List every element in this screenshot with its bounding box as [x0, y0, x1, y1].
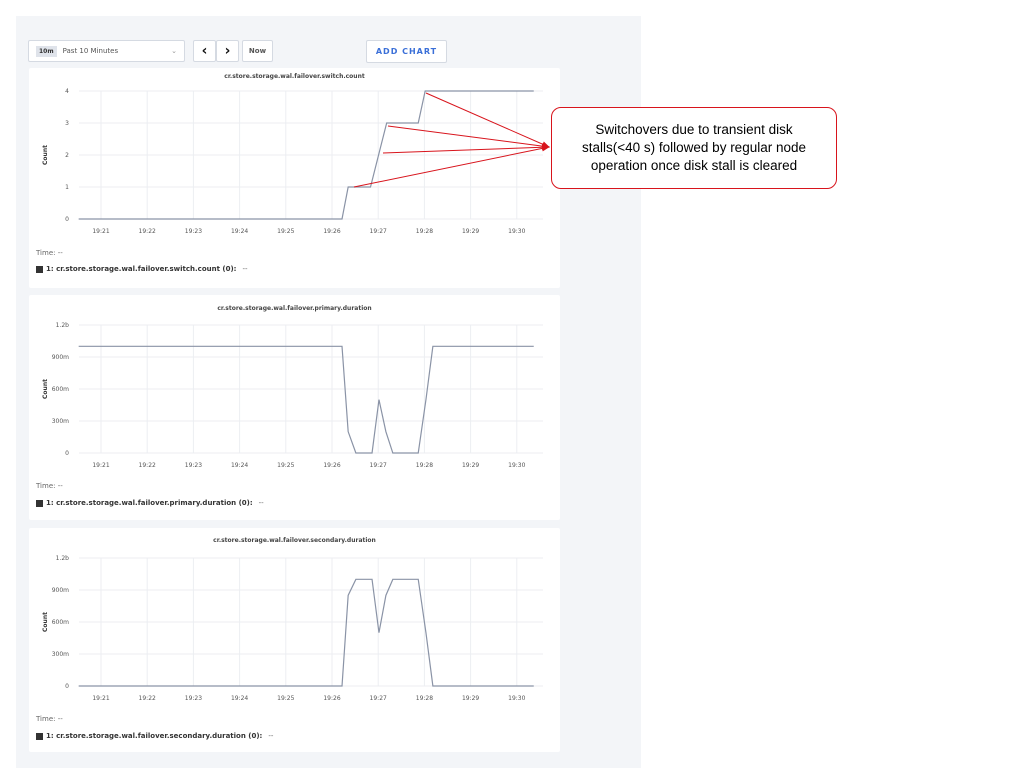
x-tick-label: 19:28: [416, 462, 433, 469]
series-line: [78, 90, 534, 220]
x-tick-label: 19:30: [508, 228, 525, 235]
legend-swatch: [36, 265, 43, 273]
legend-item[interactable]: 1: cr.store.storage.wal.failover.seconda…: [36, 732, 273, 740]
y-tick-label: 600m: [52, 386, 69, 393]
previous-button[interactable]: ‹: [193, 40, 216, 62]
chevron-left-icon: ‹: [201, 43, 208, 59]
x-tick-label: 19:21: [92, 228, 109, 235]
x-tick-label: 19:22: [139, 462, 156, 469]
legend-item[interactable]: 1: cr.store.storage.wal.failover.switch.…: [36, 265, 248, 273]
time-readout: Time: --: [36, 715, 63, 723]
y-tick-label: 900m: [52, 354, 69, 361]
chevron-right-icon: ›: [224, 43, 231, 59]
x-tick-label: 19:24: [231, 228, 248, 235]
chevron-down-icon: ⌄: [171, 47, 177, 55]
x-tick-label: 19:25: [277, 695, 294, 702]
x-tick-label: 19:26: [323, 695, 340, 702]
range-badge: 10m: [36, 45, 57, 57]
y-axis-label: Count: [42, 145, 49, 165]
y-tick-label: 1: [65, 184, 69, 191]
x-tick-label: 19:23: [185, 228, 202, 235]
x-tick-label: 19:21: [92, 695, 109, 702]
chart-title: cr.store.storage.wal.failover.secondary.…: [213, 537, 376, 544]
annotation-arrow: [353, 145, 550, 188]
y-axis-label: Count: [42, 379, 49, 399]
y-tick-label: 0: [65, 450, 69, 457]
annotation-arrow: [387, 125, 550, 150]
time-range-select[interactable]: 10m Past 10 Minutes ⌄: [28, 40, 185, 62]
y-tick-label: 0: [65, 683, 69, 690]
chart-title: cr.store.storage.wal.failover.primary.du…: [217, 305, 372, 312]
x-tick-label: 19:26: [323, 462, 340, 469]
x-tick-label: 19:24: [231, 462, 248, 469]
x-tick-label: 19:28: [416, 695, 433, 702]
time-readout: Time: --: [36, 482, 63, 490]
now-button[interactable]: Now: [242, 40, 273, 62]
chart-plot[interactable]: 0 300m 600m 900m 1.2b 19:21 19:22 19:23 19:24 19:…: [29, 528, 560, 752]
y-tick-label: 600m: [52, 619, 69, 626]
x-tick-label: 19:28: [416, 228, 433, 235]
y-tick-label: 4: [65, 88, 69, 95]
x-tick-label: 19:29: [462, 228, 479, 235]
y-axis-label: Count: [42, 612, 49, 632]
next-button[interactable]: ›: [216, 40, 239, 62]
x-tick-label: 19:27: [370, 228, 387, 235]
x-tick-label: 19:30: [508, 695, 525, 702]
x-tick-label: 19:27: [370, 695, 387, 702]
x-tick-label: 19:24: [231, 695, 248, 702]
y-tick-label: 3: [65, 120, 69, 127]
x-tick-label: 19:22: [139, 228, 156, 235]
annotation-callout: Switchovers due to transient disk stalls…: [551, 107, 837, 189]
y-tick-label: 300m: [52, 418, 69, 425]
range-label: Past 10 Minutes: [62, 47, 119, 55]
annotation-arrow: [382, 144, 550, 154]
legend-swatch: [36, 499, 43, 507]
legend-item[interactable]: 1: cr.store.storage.wal.failover.primary…: [36, 499, 264, 507]
add-chart-button[interactable]: ADD CHART: [366, 40, 447, 63]
legend-swatch: [36, 732, 43, 740]
y-tick-label: 2: [65, 152, 69, 159]
x-tick-label: 19:30: [508, 462, 525, 469]
chart-title: cr.store.storage.wal.failover.switch.cou…: [224, 73, 365, 80]
x-tick-label: 19:21: [92, 462, 109, 469]
x-tick-label: 19:25: [277, 462, 294, 469]
series-line: [78, 578, 534, 687]
x-tick-label: 19:29: [462, 695, 479, 702]
time-readout: Time: --: [36, 249, 63, 257]
x-tick-label: 19:27: [370, 462, 387, 469]
y-tick-label: 1.2b: [56, 555, 70, 562]
x-tick-label: 19:22: [139, 695, 156, 702]
x-tick-label: 19:23: [185, 462, 202, 469]
annotation-arrow: [425, 92, 550, 148]
chart-card-switch-count: cr.store.storage.wal.failover.switch.cou…: [29, 68, 560, 288]
y-tick-label: 0: [65, 216, 69, 223]
y-tick-label: 1.2b: [56, 322, 70, 329]
x-tick-label: 19:29: [462, 462, 479, 469]
x-tick-label: 19:23: [185, 695, 202, 702]
y-tick-label: 900m: [52, 587, 69, 594]
chart-card-primary-duration: cr.store.storage.wal.failover.primary.du…: [29, 295, 560, 520]
y-tick-label: 300m: [52, 651, 69, 658]
chart-plot[interactable]: 0 300m 600m 900m 1.2b 19:21 19:22 19:23 19:24 19:…: [29, 295, 560, 520]
x-tick-label: 19:25: [277, 228, 294, 235]
chart-card-secondary-duration: cr.store.storage.wal.failover.secondary.…: [29, 528, 560, 752]
chart-plot[interactable]: 0 1 2 3 4 19:21 19:22 19:23 19:24 19:25 19:26 19:27…: [29, 68, 560, 288]
series-line: [78, 345, 534, 454]
x-tick-label: 19:26: [323, 228, 340, 235]
